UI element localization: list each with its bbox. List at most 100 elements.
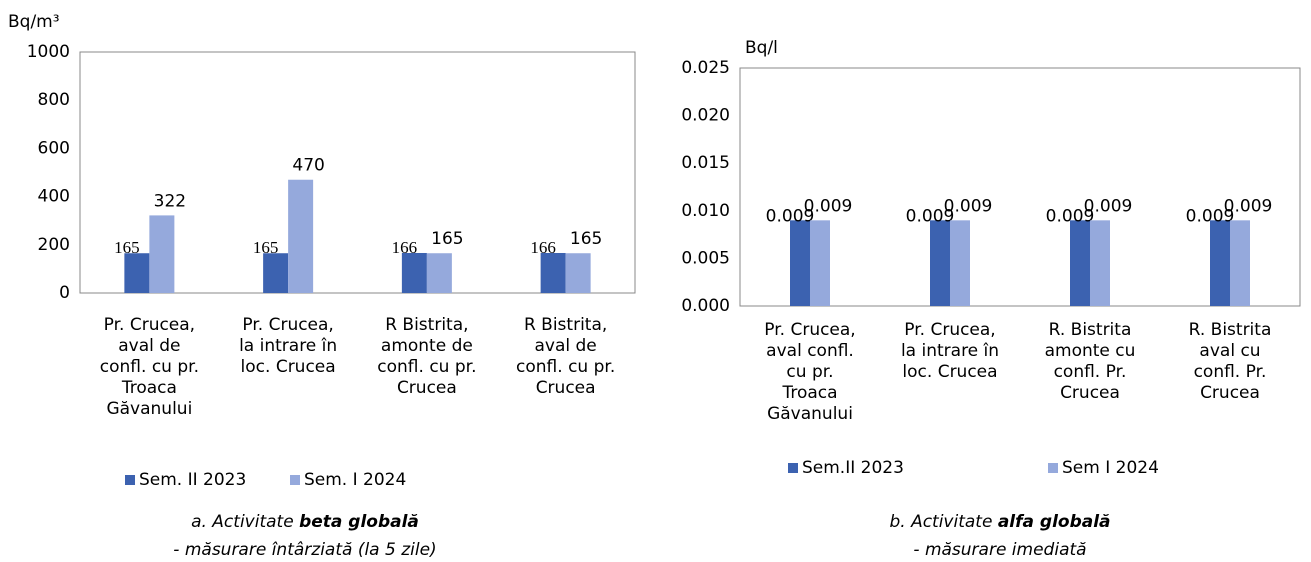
y-tick-label: 0.025: [681, 58, 730, 78]
bar: [263, 253, 289, 293]
x-tick-label: R. Bistrita amonte cu confl. Pr. Crucea: [1045, 320, 1136, 403]
bar: [810, 220, 830, 306]
x-tick-label: R Bistrita, amonte de confl. cu pr. Crucea: [377, 315, 476, 398]
bar: [1070, 220, 1090, 306]
x-tick-line: confl. cu pr.: [516, 357, 615, 377]
y-axis-label: Bq/l: [745, 38, 778, 58]
data-label: 0.009: [766, 206, 815, 226]
data-label: 166: [392, 238, 418, 257]
x-tick-line: confl. cu pr.: [100, 357, 199, 377]
legend-label: Sem. II 2023: [139, 470, 246, 490]
data-label: 0.009: [906, 206, 955, 226]
x-tick-line: Crucea: [1200, 383, 1260, 403]
data-label: 470: [292, 156, 324, 176]
data-label: 166: [530, 238, 556, 257]
bar: [565, 253, 591, 293]
x-tick-line: Troaca: [781, 383, 837, 403]
x-tick-line: amonte cu: [1045, 341, 1136, 361]
x-tick-line: R Bistrita,: [524, 315, 607, 335]
bar: [1230, 220, 1250, 306]
x-tick-line: Crucea: [1060, 383, 1120, 403]
x-tick-line: Crucea: [397, 378, 457, 398]
data-label: 165: [253, 238, 279, 257]
data-label: 322: [154, 191, 186, 211]
legend-swatch: [125, 475, 135, 485]
bar: [149, 215, 175, 293]
x-tick-label: Pr. Crucea, aval de confl. cu pr. Troaca Găv…: [100, 315, 199, 419]
bar: [426, 253, 452, 293]
legend-label: Sem I 2024: [1062, 458, 1159, 478]
y-tick-label: 800: [38, 90, 70, 110]
x-tick-line: Pr. Crucea,: [104, 315, 195, 335]
x-tick-line: confl. Pr.: [1054, 362, 1127, 382]
x-tick-label: Pr. Crucea, aval confl. cu pr. Troaca Găvanu…: [764, 320, 855, 424]
plot-frame: [79, 51, 636, 294]
chart-title-part: a. Activitate: [191, 512, 299, 532]
x-tick-line: Găvanului: [767, 404, 853, 424]
bar: [950, 220, 970, 306]
y-tick-label: 0.015: [681, 153, 730, 173]
y-axis-label: Bq/m³: [8, 12, 60, 32]
legend-swatch: [1048, 463, 1058, 473]
chart-title-bold: alfa globală: [998, 512, 1111, 532]
data-label: 165: [570, 229, 602, 249]
bar: [1090, 220, 1110, 306]
x-tick-line: Crucea: [536, 378, 596, 398]
x-tick-line: Găvanului: [106, 399, 192, 419]
bar: [540, 252, 566, 293]
y-tick-label: 1000: [27, 42, 70, 62]
legend-label: Sem.II 2023: [802, 458, 904, 478]
x-tick-line: la intrare în: [239, 336, 337, 356]
data-label: 0.009: [1084, 196, 1133, 216]
x-tick-line: R. Bistrita: [1189, 320, 1272, 340]
legend-swatch: [290, 475, 300, 485]
x-tick-line: aval confl.: [766, 341, 854, 361]
x-tick-line: amonte de: [381, 336, 473, 356]
x-tick-line: confl. Pr.: [1194, 362, 1267, 382]
x-tick-line: confl. cu pr.: [377, 357, 476, 377]
x-tick-label: R. Bistrita aval cu confl. Pr. Crucea: [1189, 320, 1272, 403]
data-label: 0.009: [1046, 206, 1095, 226]
x-tick-label: Pr. Crucea, la intrare în loc. Crucea: [239, 315, 337, 377]
x-tick-line: Pr. Crucea,: [904, 320, 995, 340]
x-tick-label: Pr. Crucea, la intrare în loc. Crucea: [901, 320, 999, 382]
x-tick-line: R Bistrita,: [385, 315, 468, 335]
x-tick-line: cu pr.: [786, 362, 833, 382]
plot-frame: [739, 67, 1301, 307]
chart-subtitle: - măsurare întârziată (la 5 zile): [173, 540, 436, 560]
y-tick-label: 0.010: [681, 201, 730, 221]
chart-title-bold: beta globală: [299, 512, 419, 532]
data-label: 0.009: [944, 196, 993, 216]
x-tick-line: Pr. Crucea,: [242, 315, 333, 335]
x-tick-line: aval de: [118, 336, 180, 356]
legend-swatch: [788, 463, 798, 473]
y-tick-label: 600: [38, 138, 70, 158]
x-tick-line: R. Bistrita: [1049, 320, 1132, 340]
y-tick-label: 0: [59, 283, 70, 303]
data-label: 0.009: [1186, 206, 1235, 226]
x-tick-label: R Bistrita, aval de confl. cu pr. Crucea: [516, 315, 615, 398]
x-tick-line: Troaca: [121, 378, 177, 398]
y-tick-label: 0.005: [681, 248, 730, 268]
data-label: 165: [114, 238, 140, 257]
bar: [288, 179, 314, 293]
chart-subtitle: - măsurare imediată: [913, 540, 1086, 560]
bar: [401, 252, 427, 293]
legend-label: Sem. I 2024: [304, 470, 406, 490]
y-tick-label: 0.000: [681, 296, 730, 316]
x-tick-line: la intrare în: [901, 341, 999, 361]
y-tick-label: 200: [38, 235, 70, 255]
y-tick-label: 400: [38, 187, 70, 207]
data-label: 0.009: [804, 196, 853, 216]
x-tick-line: aval de: [534, 336, 596, 356]
bar: [1210, 220, 1230, 306]
chart-title-part: b. Activitate: [889, 512, 997, 532]
bar: [790, 220, 810, 306]
bar: [930, 220, 950, 306]
x-tick-line: loc. Crucea: [241, 357, 336, 377]
x-tick-line: loc. Crucea: [902, 362, 997, 382]
chart-title: a. Activitate beta globală: [191, 512, 419, 532]
chart-title: b. Activitate alfa globală: [889, 512, 1110, 532]
